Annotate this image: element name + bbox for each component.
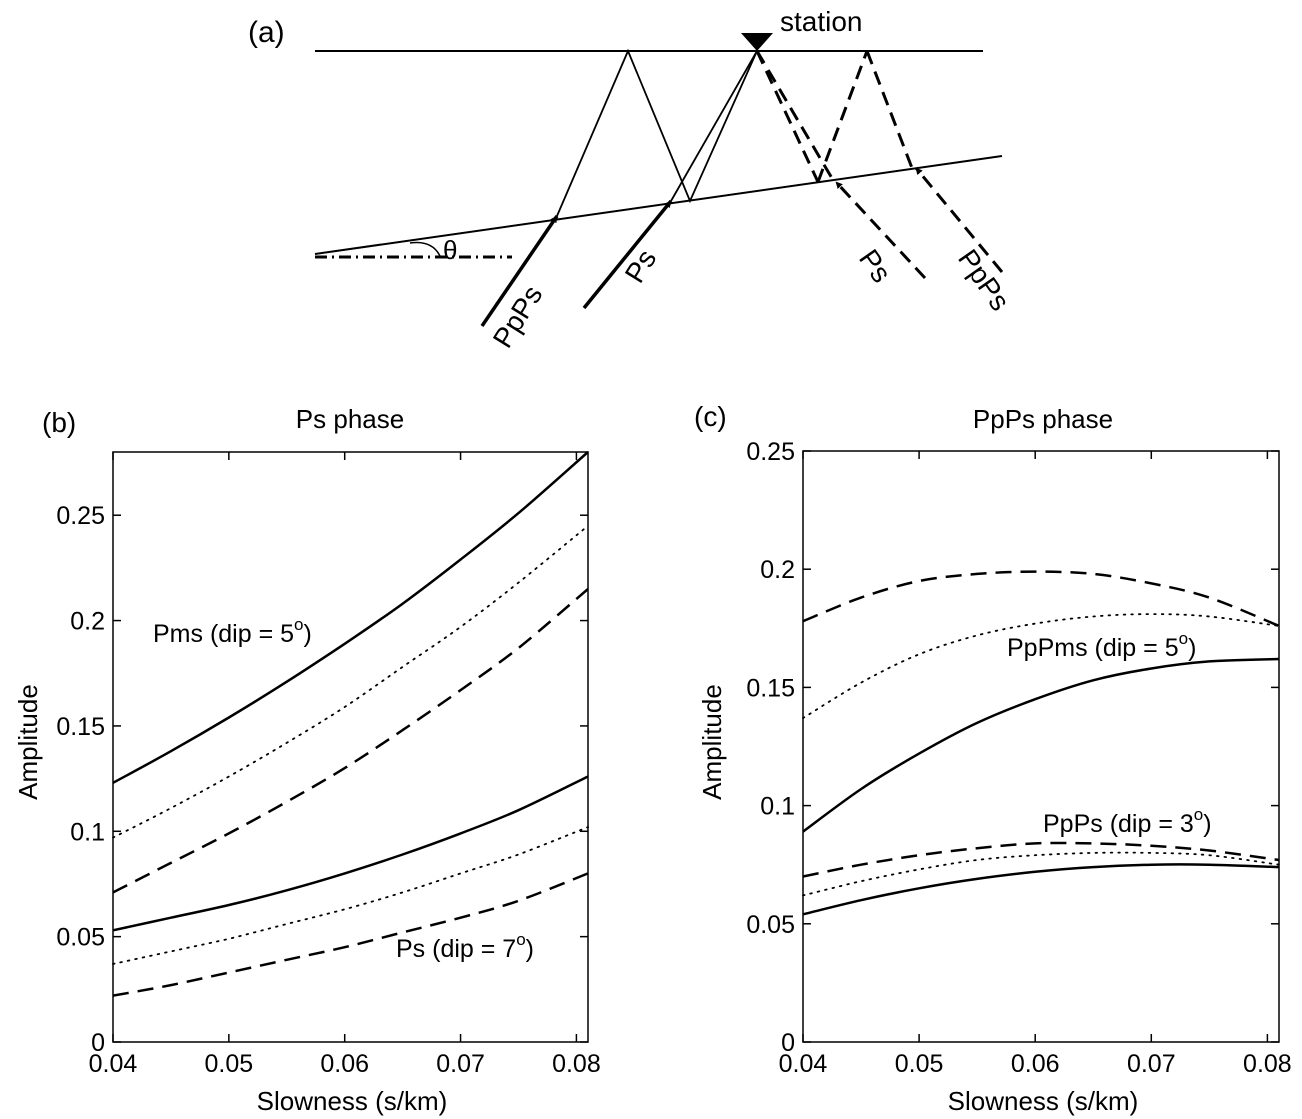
chart-ps-phase: (b) Ps phase Slowness (s/km) Amplitude 0… <box>13 404 601 1116</box>
series-line-dashed-5 <box>112 872 589 997</box>
y-tick-label: 0 <box>91 1029 105 1057</box>
x-tick-label: 0.08 <box>552 1050 601 1078</box>
series-line-dotted-4 <box>112 826 589 965</box>
x-tick-label: 0.04 <box>89 1050 138 1078</box>
station-label: station <box>780 6 863 37</box>
series-line-dashed-3 <box>802 841 1280 878</box>
x-tick-label: 0.05 <box>205 1050 254 1078</box>
series-line-solid-5 <box>802 863 1280 916</box>
ppps-down-path <box>755 50 820 183</box>
y-tick-label: 0.2 <box>760 556 795 584</box>
annotation-ps: Ps (dip = 7o) <box>396 930 534 963</box>
dipping-interface <box>314 155 1003 255</box>
y-tick-label: 0.05 <box>746 911 795 939</box>
ps-converted-path <box>670 50 758 202</box>
ticks: 0.04 0.05 0.06 0.07 0.08 0 0.05 0.1 0.15 0.2 0.25 <box>746 438 1291 1078</box>
dip-angle-symbol: θ <box>443 235 457 265</box>
ray-label-ps-left: Ps <box>619 244 663 288</box>
panel-c-label: (c) <box>694 401 727 432</box>
x-tick-label: 0.06 <box>1011 1050 1060 1078</box>
plot-lines <box>802 570 1280 916</box>
series-line-dotted-1 <box>112 524 589 839</box>
ray-label-ps-right: Ps <box>853 244 897 289</box>
y-tick-label: 0.1 <box>760 793 795 821</box>
y-tick-label: 0.15 <box>56 713 105 741</box>
ppps-up-path <box>816 50 869 183</box>
y-tick-label: 0.2 <box>70 608 105 636</box>
annotation-ppms: PpPms (dip = 5o) <box>1007 629 1196 662</box>
y-tick-label: 0.05 <box>56 924 105 952</box>
ps-incoming-ray <box>582 199 673 310</box>
x-tick-label: 0.07 <box>436 1050 485 1078</box>
y-axis-label: Amplitude <box>13 684 43 800</box>
ppps-reverberation-path <box>556 48 758 217</box>
chart-title: Ps phase <box>296 404 404 434</box>
ppps-incoming-ray <box>480 215 559 327</box>
series-line-dashed-0 <box>802 570 1280 628</box>
station-icon <box>741 33 773 51</box>
dip-angle-arc <box>409 241 441 257</box>
ppps-reflect-path <box>865 50 914 169</box>
chart-title: PpPs phase <box>973 404 1113 434</box>
series-line-dotted-1 <box>802 613 1280 719</box>
chart-ppps-phase: (c) PpPs phase Slowness (s/km) Amplitude… <box>694 401 1292 1116</box>
ray-label-ppps-right: PpPs <box>952 244 1016 317</box>
series-line-solid-2 <box>802 657 1280 833</box>
y-axis-label: Amplitude <box>697 684 727 800</box>
y-tick-label: 0.25 <box>56 502 105 530</box>
ppps-right-incoming-ray <box>914 167 1004 273</box>
series-line-dotted-4 <box>802 851 1280 897</box>
y-tick-label: 0.1 <box>70 818 105 846</box>
panel-a-label: (a) <box>248 16 285 49</box>
y-tick-label: 0 <box>781 1029 795 1057</box>
x-tick-label: 0.07 <box>1127 1050 1176 1078</box>
plot-frame <box>802 450 1280 1043</box>
series-line-solid-0 <box>112 451 589 784</box>
ray-label-ppps-left: PpPs <box>487 280 549 353</box>
y-tick-label: 0.15 <box>746 674 795 702</box>
x-tick-label: 0.04 <box>779 1050 828 1078</box>
annotation-pms: Pms (dip = 5o) <box>153 615 312 648</box>
annotation-ppps: PpPs (dip = 3o) <box>1043 805 1212 838</box>
ticks: 0.04 0.05 0.06 0.07 0.08 0 0.05 0.1 0.15 0.2 0.25 <box>56 452 601 1078</box>
x-tick-label: 0.08 <box>1243 1050 1292 1078</box>
ray-diagram: (a) θ station PpPs Ps Ps PpPs <box>248 6 1016 353</box>
ps-right-path <box>755 50 835 181</box>
series-line-dashed-2 <box>112 588 589 894</box>
x-tick-label: 0.05 <box>895 1050 944 1078</box>
plot-frame <box>112 451 589 1043</box>
x-axis-label: Slowness (s/km) <box>257 1086 448 1116</box>
panel-b-label: (b) <box>42 407 76 438</box>
x-tick-label: 0.06 <box>320 1050 369 1078</box>
plot-lines <box>112 451 589 997</box>
y-tick-label: 0.25 <box>746 438 795 466</box>
series-line-solid-3 <box>112 775 589 932</box>
x-axis-label: Slowness (s/km) <box>948 1086 1139 1116</box>
